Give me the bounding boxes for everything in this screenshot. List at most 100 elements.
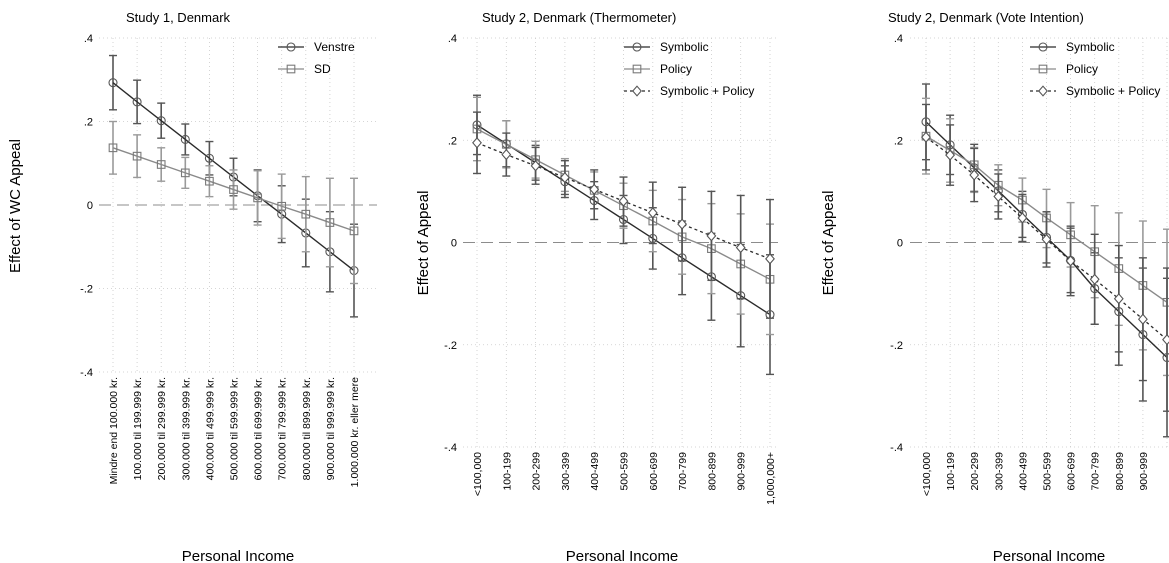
legend: Symbolic Policy Symbolic + Policy — [624, 40, 754, 98]
data-point — [472, 137, 482, 149]
data-point — [1162, 334, 1169, 346]
legend-item: SD — [278, 62, 331, 76]
series-line — [112, 147, 355, 232]
x-tick-label: <100,000 — [472, 452, 484, 496]
data-point — [1017, 212, 1028, 224]
x-tick-label: 400.000 til 499.999 kr. — [204, 377, 216, 480]
x-tick-label: 200-299 — [531, 452, 543, 491]
data-point — [156, 116, 166, 126]
x-tick-label: 900-999 — [736, 452, 748, 491]
legend-marker — [286, 64, 296, 74]
legend-marker — [632, 64, 642, 74]
y-tick-label: .2 — [84, 117, 93, 129]
plot-area — [472, 94, 775, 376]
legend-label: Policy — [660, 62, 692, 76]
panel-study2-thermometer: Study 2, Denmark (Thermometer) Effect of… — [415, 10, 778, 563]
y-tick-label: .4 — [448, 33, 457, 45]
data-point — [108, 143, 118, 153]
y-tick-label: .2 — [894, 135, 903, 147]
x-tick-label: 500.000 til 599.999 kr. — [229, 377, 241, 480]
series-symbolic-policy — [472, 111, 775, 319]
y-tick-label: -.4 — [890, 442, 903, 454]
legend-marker — [1038, 64, 1048, 74]
gridlines — [910, 37, 1169, 448]
y-tick-label: -.2 — [444, 340, 457, 352]
x-tick-label: 100.000 til 199.999 kr. — [132, 377, 144, 480]
legend-label: Symbolic — [1066, 40, 1115, 54]
x-tick-label: 1,000,000+ — [765, 452, 777, 505]
data-point — [618, 195, 629, 207]
data-point — [277, 201, 287, 211]
legend-marker — [286, 42, 296, 52]
data-point — [156, 160, 166, 169]
legend-label: SD — [314, 62, 331, 76]
x-axis-label: Personal Income — [993, 548, 1106, 563]
data-point — [530, 160, 541, 172]
data-point — [706, 230, 717, 242]
x-axis-label: Personal Income — [182, 548, 295, 563]
legend: Venstre SD — [278, 40, 355, 76]
data-point — [108, 78, 118, 88]
data-point — [1089, 273, 1100, 285]
y-tick-label: -.2 — [80, 284, 93, 296]
data-point — [735, 241, 746, 254]
x-tick-label: 1.000.000 kr. eller mere — [349, 377, 361, 487]
panel-study2-vote-intention: Study 2, Denmark (Vote Intention) Effect… — [820, 10, 1169, 563]
x-tick-label: 400-499 — [1017, 452, 1029, 491]
gridlines — [99, 37, 377, 373]
legend-label: Policy — [1066, 62, 1098, 76]
x-tick-label: 700-799 — [1090, 452, 1102, 491]
x-tick-label: 600.000 til 699.999 kr. — [253, 377, 265, 480]
data-point — [325, 218, 335, 227]
legend-label: Venstre — [314, 40, 355, 54]
panel-title: Study 2, Denmark (Thermometer) — [482, 10, 676, 25]
x-tick-label: 100-199 — [945, 452, 957, 491]
panel-study1: Study 1, Denmark Effect of WC Appeal Per… — [7, 10, 377, 563]
data-point — [765, 253, 775, 265]
x-tick-label: 300.000 til 399.999 kr. — [180, 377, 192, 480]
x-tick-label: 200.000 til 299.999 kr. — [156, 377, 168, 480]
y-tick-label: 0 — [451, 238, 457, 250]
plot-area — [921, 83, 1169, 438]
y-axis-label: Effect of WC Appeal — [7, 139, 24, 273]
y-tick-label: -.4 — [444, 442, 457, 454]
data-point — [349, 226, 359, 236]
y-axis-label: Effect of Appeal — [415, 191, 432, 296]
legend-item: Policy — [1030, 62, 1098, 76]
x-tick-label: 300-399 — [993, 452, 1005, 491]
y-tick-label: .4 — [894, 33, 903, 45]
legend-item: Venstre — [278, 40, 355, 54]
legend-item: Symbolic + Policy — [1030, 84, 1160, 98]
legend-marker — [632, 85, 642, 97]
x-tick-label: 800-899 — [1114, 452, 1126, 491]
y-tick-label: 0 — [87, 200, 93, 212]
gridlines — [463, 37, 778, 448]
x-tick-label: 400-499 — [589, 452, 601, 491]
data-point — [204, 153, 214, 163]
legend-marker — [1038, 42, 1048, 52]
data-point — [253, 193, 262, 203]
data-point — [969, 169, 980, 181]
series-symbolic — [921, 83, 1169, 438]
x-tick-label: 900-999 — [1138, 452, 1150, 491]
x-tick-label: 700-799 — [677, 452, 689, 491]
data-point — [647, 207, 658, 219]
data-point — [559, 171, 570, 184]
legend-item: Policy — [624, 62, 692, 76]
legend-label: Symbolic — [660, 40, 709, 54]
data-point — [921, 131, 931, 143]
legend-marker — [632, 42, 642, 52]
legend: Symbolic Policy Symbolic + Policy — [1030, 40, 1160, 98]
data-point — [1041, 233, 1052, 246]
data-point — [1065, 255, 1076, 267]
data-point — [589, 183, 600, 195]
x-tick-label: 900.000 til 999.999 kr. — [325, 377, 337, 480]
plot-area — [108, 54, 359, 318]
x-tick-label: 700.000 til 799.999 kr. — [277, 377, 289, 480]
series-symbolic — [472, 94, 775, 376]
legend-item: Symbolic — [1030, 40, 1115, 54]
legend-label: Symbolic + Policy — [660, 84, 754, 98]
panel-title: Study 1, Denmark — [126, 10, 231, 25]
x-tick-label: 500-599 — [619, 452, 631, 491]
